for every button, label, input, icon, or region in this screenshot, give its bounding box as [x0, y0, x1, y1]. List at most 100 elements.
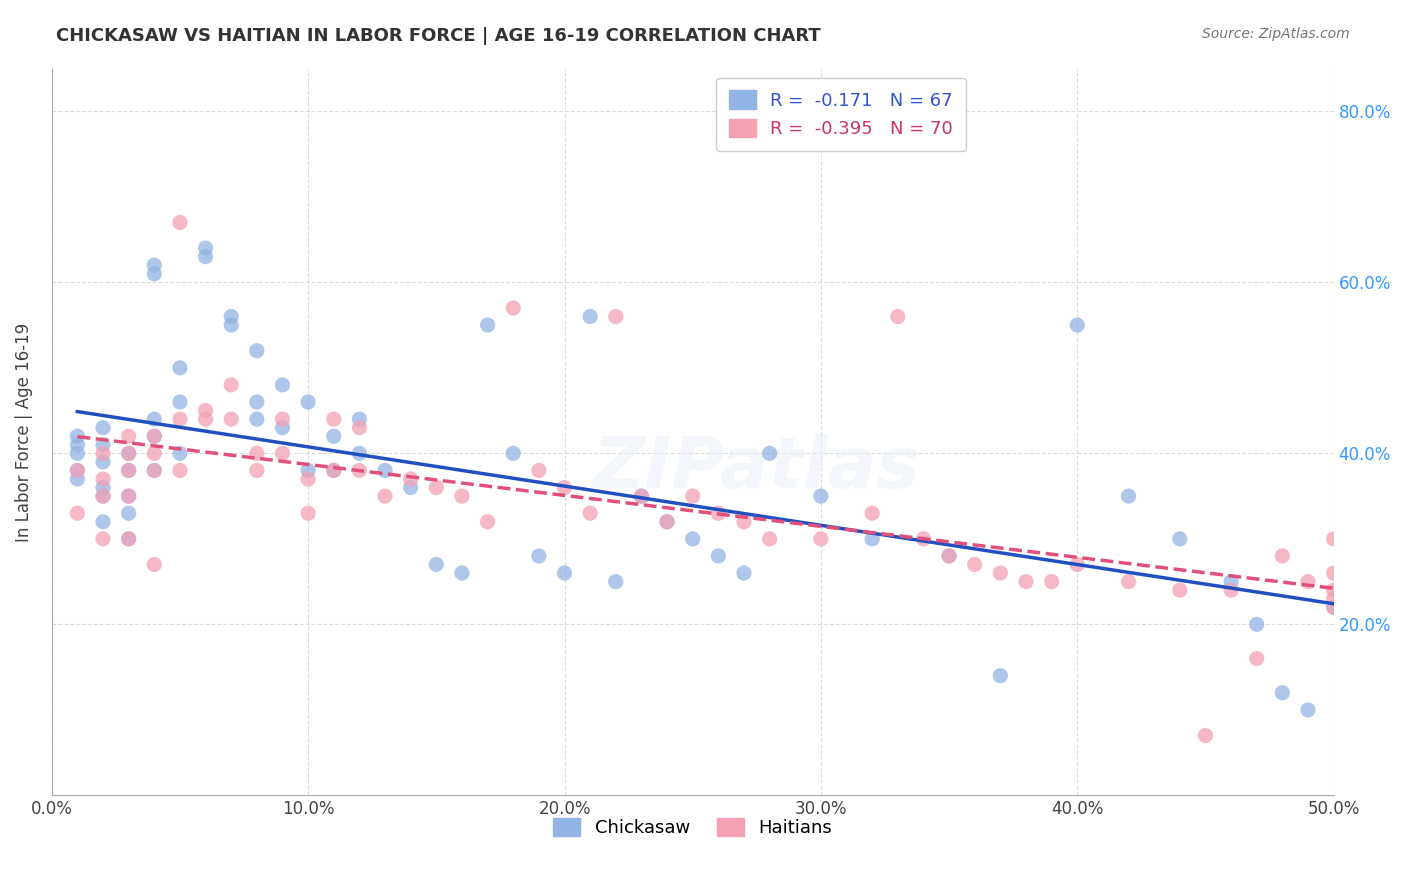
Haitians — [246, 446, 269, 460]
Haitians — [938, 549, 960, 563]
Chickasaw — [66, 429, 89, 443]
Haitians — [655, 515, 678, 529]
Chickasaw — [118, 446, 141, 460]
Haitians — [988, 566, 1011, 580]
Chickasaw — [527, 549, 550, 563]
Chickasaw — [477, 318, 499, 332]
Haitians — [1168, 583, 1191, 598]
Chickasaw — [630, 489, 652, 503]
Haitians — [1246, 651, 1268, 665]
Haitians — [605, 310, 627, 324]
Chickasaw — [938, 549, 960, 563]
Haitians — [349, 463, 371, 477]
Chickasaw — [143, 463, 166, 477]
Haitians — [91, 532, 114, 546]
Haitians — [143, 429, 166, 443]
Haitians — [1323, 591, 1346, 606]
Chickasaw — [399, 481, 422, 495]
Chickasaw — [143, 258, 166, 272]
Chickasaw — [1296, 703, 1319, 717]
Haitians — [1194, 729, 1216, 743]
Chickasaw — [297, 463, 319, 477]
Chickasaw — [66, 463, 89, 477]
Chickasaw — [1118, 489, 1140, 503]
Haitians — [1040, 574, 1063, 589]
Haitians — [1323, 532, 1346, 546]
Chickasaw — [682, 532, 704, 546]
Haitians — [143, 558, 166, 572]
Chickasaw — [91, 489, 114, 503]
Chickasaw — [349, 412, 371, 426]
Chickasaw — [1066, 318, 1088, 332]
Chickasaw — [988, 668, 1011, 682]
Chickasaw — [194, 250, 217, 264]
Chickasaw — [810, 489, 832, 503]
Chickasaw — [451, 566, 474, 580]
Haitians — [963, 558, 986, 572]
Text: CHICKASAW VS HAITIAN IN LABOR FORCE | AGE 16-19 CORRELATION CHART: CHICKASAW VS HAITIAN IN LABOR FORCE | AG… — [56, 27, 821, 45]
Haitians — [66, 463, 89, 477]
Haitians — [1271, 549, 1294, 563]
Haitians — [322, 463, 344, 477]
Haitians — [502, 301, 524, 315]
Chickasaw — [169, 360, 191, 375]
Haitians — [91, 472, 114, 486]
Haitians — [579, 506, 602, 520]
Haitians — [860, 506, 883, 520]
Chickasaw — [553, 566, 575, 580]
Chickasaw — [733, 566, 755, 580]
Chickasaw — [502, 446, 524, 460]
Chickasaw — [758, 446, 780, 460]
Chickasaw — [118, 489, 141, 503]
Chickasaw — [91, 481, 114, 495]
Chickasaw — [605, 574, 627, 589]
Chickasaw — [1168, 532, 1191, 546]
Haitians — [1323, 583, 1346, 598]
Chickasaw — [246, 343, 269, 358]
Chickasaw — [118, 463, 141, 477]
Chickasaw — [118, 506, 141, 520]
Legend: Chickasaw, Haitians: Chickasaw, Haitians — [546, 811, 839, 845]
Haitians — [118, 532, 141, 546]
Haitians — [733, 515, 755, 529]
Chickasaw — [66, 446, 89, 460]
Chickasaw — [219, 318, 242, 332]
Haitians — [66, 506, 89, 520]
Haitians — [322, 412, 344, 426]
Haitians — [810, 532, 832, 546]
Haitians — [169, 412, 191, 426]
Chickasaw — [66, 472, 89, 486]
Chickasaw — [246, 412, 269, 426]
Chickasaw — [219, 310, 242, 324]
Chickasaw — [579, 310, 602, 324]
Haitians — [887, 310, 910, 324]
Haitians — [374, 489, 396, 503]
Haitians — [271, 446, 294, 460]
Haitians — [1323, 600, 1346, 615]
Chickasaw — [91, 438, 114, 452]
Haitians — [477, 515, 499, 529]
Chickasaw — [246, 395, 269, 409]
Haitians — [425, 481, 447, 495]
Haitians — [169, 215, 191, 229]
Haitians — [553, 481, 575, 495]
Haitians — [399, 472, 422, 486]
Chickasaw — [1220, 574, 1243, 589]
Haitians — [527, 463, 550, 477]
Chickasaw — [349, 446, 371, 460]
Haitians — [707, 506, 730, 520]
Text: ZIPatlas: ZIPatlas — [593, 434, 921, 503]
Chickasaw — [271, 420, 294, 434]
Chickasaw — [91, 420, 114, 434]
Chickasaw — [1323, 600, 1346, 615]
Chickasaw — [860, 532, 883, 546]
Haitians — [118, 489, 141, 503]
Haitians — [682, 489, 704, 503]
Haitians — [169, 463, 191, 477]
Chickasaw — [297, 395, 319, 409]
Haitians — [1323, 566, 1346, 580]
Chickasaw — [143, 412, 166, 426]
Chickasaw — [143, 429, 166, 443]
Chickasaw — [322, 463, 344, 477]
Chickasaw — [91, 455, 114, 469]
